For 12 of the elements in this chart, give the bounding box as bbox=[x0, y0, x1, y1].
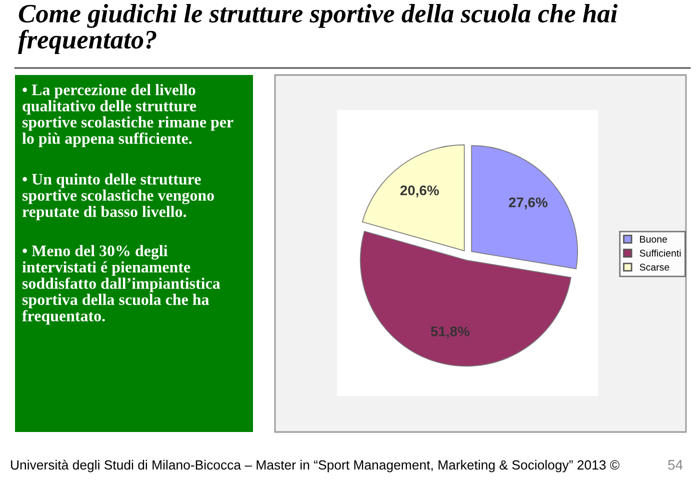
legend-label: Buone bbox=[640, 236, 667, 243]
text: • Un quinto delle strutture sportive scolastiche vengono reputate di basso livello. bbox=[22, 173, 214, 220]
text: • Meno del 30% degli intervistati é pienamente soddisfatto dall’impiantistica sportiva della scuola che ha frequentato. bbox=[22, 245, 220, 325]
text: Università degli Studi di Milano-Bicocca – Master in “Sport Management, Marketing & Sociology” 2013 © bbox=[11, 460, 620, 472]
chart-title: Come giudichi le strutture sportive della scuola che hai frequentato? bbox=[18, 4, 618, 54]
text: 54 bbox=[668, 460, 683, 470]
data-label: 20,6% bbox=[400, 185, 439, 198]
legend-label: Scarse bbox=[640, 264, 670, 271]
data-label: 51,8% bbox=[430, 326, 470, 338]
data-label: 27,6% bbox=[508, 197, 548, 210]
legend-label: Sufficienti bbox=[640, 249, 681, 257]
text: • La percezione del livello qualitativo delle strutture sportive scolastiche rimane per lo più appena sufficiente. bbox=[22, 84, 234, 148]
